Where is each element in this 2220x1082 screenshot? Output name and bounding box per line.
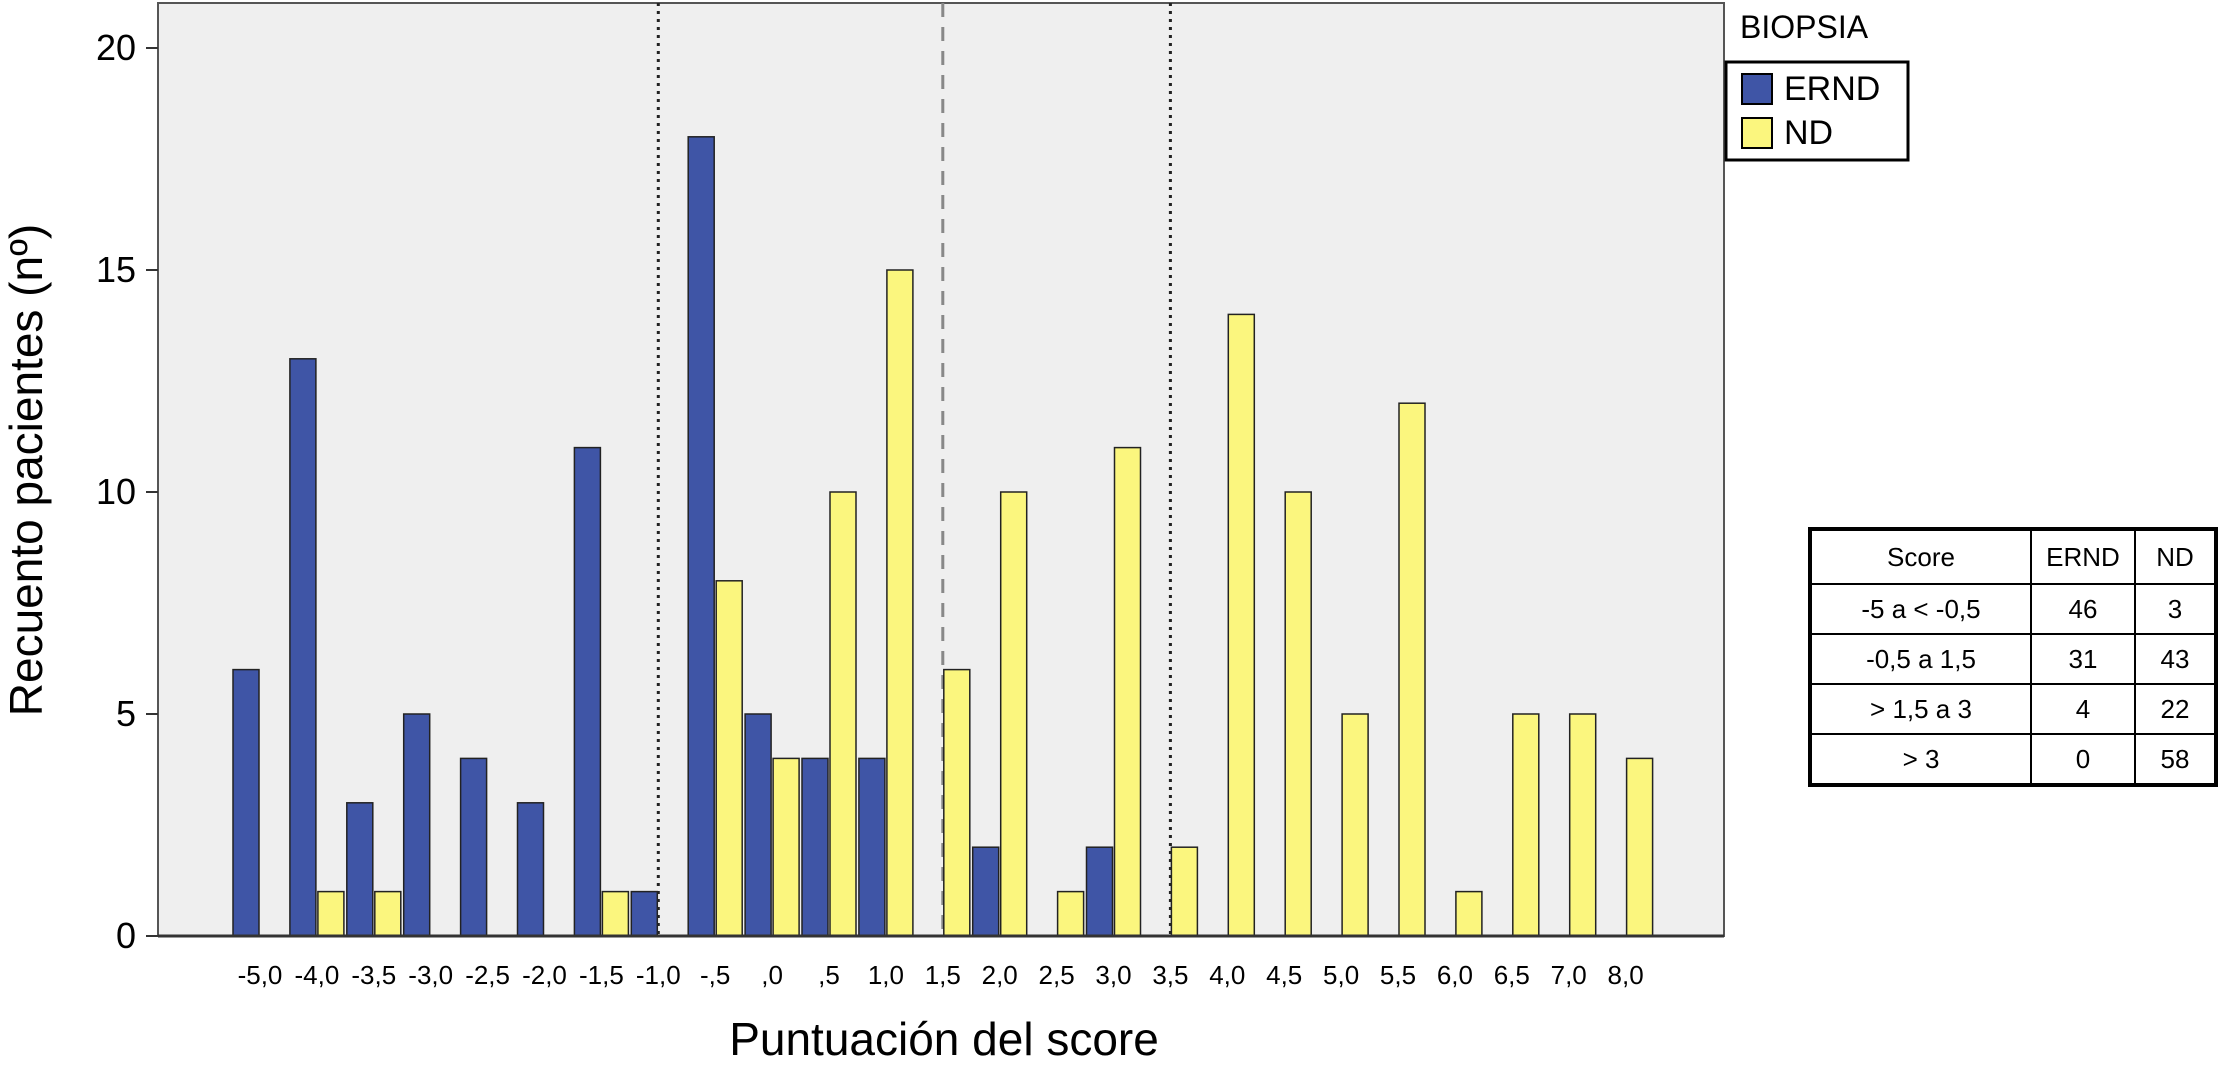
x-tick-label: -3,5 <box>351 960 396 990</box>
x-tick-label: 4,5 <box>1266 960 1302 990</box>
table-cell: > 1,5 a 3 <box>1809 683 2032 735</box>
table-row: -5 a < -0,5 46 3 <box>1809 583 2217 635</box>
x-tick-label: -,5 <box>700 960 730 990</box>
bar-nd <box>374 890 402 937</box>
x-tick-label: 2,5 <box>1039 960 1075 990</box>
x-tick-label: -3,0 <box>408 960 453 990</box>
table-row: > 1,5 a 3 4 22 <box>1809 683 2217 735</box>
bar-nd <box>1056 890 1085 937</box>
table-cell: > 3 <box>1809 733 2032 786</box>
bar-ernd <box>1085 846 1114 937</box>
x-tick-label: -4,0 <box>294 960 339 990</box>
x-tick-label: -2,5 <box>465 960 510 990</box>
y-tick-label: 5 <box>116 693 136 734</box>
table-cell: 22 <box>2134 683 2217 735</box>
legend-label-ernd: ERND <box>1784 70 1880 108</box>
table-header-nd: ND <box>2134 528 2217 585</box>
bar-ernd <box>289 358 317 937</box>
x-tick-label: 6,0 <box>1437 960 1473 990</box>
bar-nd <box>1113 446 1142 937</box>
bar-nd <box>886 269 914 937</box>
bar-nd <box>317 890 345 937</box>
bar-ernd <box>687 136 715 937</box>
table-cell: -5 a < -0,5 <box>1809 583 2032 635</box>
table-header-ernd: ERND <box>2030 528 2136 585</box>
bar-ernd <box>630 890 659 937</box>
bar-nd <box>1568 713 1597 937</box>
x-tick-label: -5,0 <box>238 960 283 990</box>
table-cell: 0 <box>2030 733 2136 786</box>
bar-nd <box>1512 713 1540 937</box>
table-header-score: Score <box>1809 528 2032 585</box>
bar-nd <box>999 491 1028 937</box>
bar-ernd <box>744 713 772 937</box>
score-summary-table: Score ERND ND -5 a < -0,5 46 3 -0,5 a 1,… <box>1808 527 2218 787</box>
legend-label-nd: ND <box>1784 114 1833 152</box>
y-tick-label: 10 <box>96 471 136 512</box>
legend: BIOPSIA ERND ND <box>1724 9 1910 162</box>
x-tick-label: 5,5 <box>1380 960 1416 990</box>
x-tick-label: ,5 <box>818 960 840 990</box>
bar-nd <box>601 890 630 937</box>
bar-nd <box>1398 402 1426 937</box>
bar-ernd <box>402 713 431 937</box>
legend-title: BIOPSIA <box>1740 9 1869 45</box>
plot-area <box>157 2 1725 937</box>
legend-swatch-ernd <box>1741 73 1773 105</box>
table-row: -0,5 a 1,5 31 43 <box>1809 633 2217 685</box>
x-tick-label: 5,0 <box>1323 960 1359 990</box>
bar-nd <box>1170 846 1199 937</box>
x-tick-labels: -5,0 -4,0 -3,5 -3,0 -2,5 -2,0 -1,5 -1,0 -,5 ,0 ,5 1… <box>238 960 1644 990</box>
bar-nd <box>772 757 800 937</box>
bar-ernd <box>346 802 374 937</box>
y-tick-label: 20 <box>96 27 136 68</box>
bar-ernd <box>573 446 602 937</box>
table-cell: 43 <box>2134 633 2217 685</box>
bar-nd <box>715 580 743 937</box>
bar-ernd <box>516 802 545 937</box>
table-cell: 31 <box>2030 633 2136 685</box>
table-row: > 3 0 58 <box>1809 733 2217 786</box>
y-tick-label: 0 <box>116 915 136 956</box>
bar-nd <box>1341 713 1369 937</box>
reference-lines <box>656 3 1172 936</box>
x-tick-label: -2,0 <box>522 960 567 990</box>
x-tick-label: 4,0 <box>1209 960 1245 990</box>
table-cell: 3 <box>2134 583 2217 635</box>
bar-nd <box>829 491 857 937</box>
bar-nd <box>1284 491 1312 937</box>
x-axis-title: Puntuación del score <box>729 1013 1159 1065</box>
bar-nd <box>1625 757 1654 937</box>
bar-nd <box>1455 890 1483 937</box>
x-tick-label: 1,5 <box>925 960 961 990</box>
legend-swatch-nd <box>1741 117 1773 149</box>
table-cell: 46 <box>2030 583 2136 635</box>
x-tick-label: 7,0 <box>1551 960 1587 990</box>
table-cell: -0,5 a 1,5 <box>1809 633 2032 685</box>
y-axis-title: Recuento pacientes (nº) <box>0 224 52 716</box>
x-tick-label: 1,0 <box>868 960 904 990</box>
x-tick-label: 3,0 <box>1095 960 1131 990</box>
x-tick-label: -1,0 <box>636 960 681 990</box>
table-header-row: Score ERND ND <box>1809 528 2217 585</box>
bar-nd <box>943 668 971 937</box>
bar-ernd <box>459 757 488 937</box>
x-tick-label: 8,0 <box>1608 960 1644 990</box>
bar-ernd <box>971 846 1000 937</box>
bars <box>232 136 1654 937</box>
x-tick-label: ,0 <box>761 960 783 990</box>
table-cell: 58 <box>2134 733 2217 786</box>
y-axis: 0 5 10 15 20 <box>96 27 158 956</box>
x-tick-label: -1,5 <box>579 960 624 990</box>
x-tick-label: 2,0 <box>982 960 1018 990</box>
x-tick-label: 3,5 <box>1152 960 1188 990</box>
bar-ernd <box>858 757 886 937</box>
x-tick-label: 6,5 <box>1494 960 1530 990</box>
bar-nd <box>1227 313 1256 937</box>
y-tick-label: 15 <box>96 249 136 290</box>
table-cell: 4 <box>2030 683 2136 735</box>
bar-ernd <box>801 757 829 937</box>
bar-ernd <box>232 668 260 937</box>
